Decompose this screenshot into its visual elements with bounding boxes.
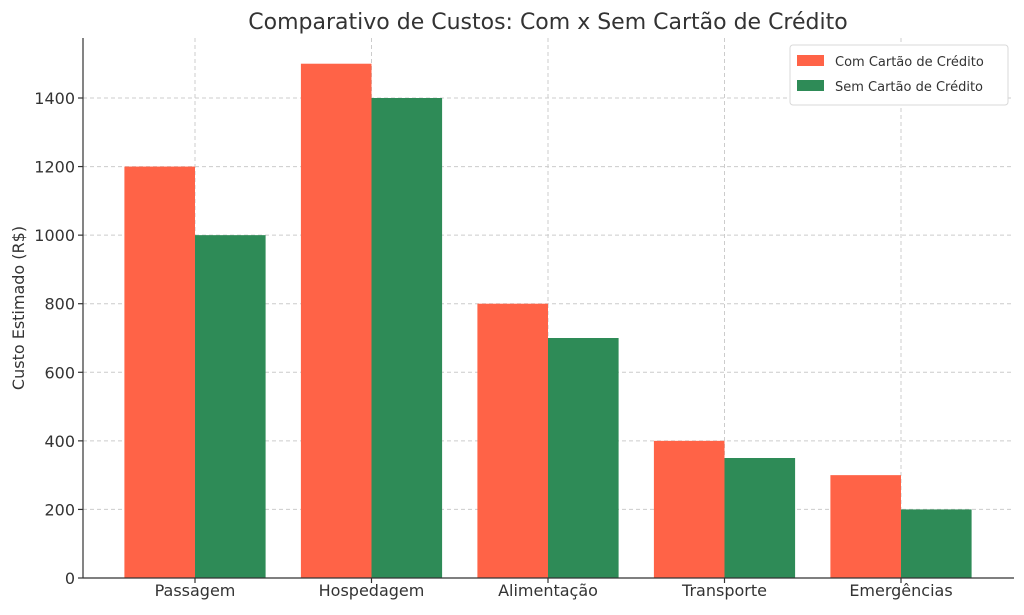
bar <box>124 166 195 579</box>
bar <box>724 458 796 578</box>
y-tick-label: 200 <box>44 500 75 519</box>
bar <box>901 509 972 578</box>
x-tick-label: Passagem <box>155 581 236 600</box>
bar <box>653 440 725 578</box>
legend: Com Cartão de Crédito Sem Cartão de Crédi… <box>789 44 1009 106</box>
bars <box>124 63 972 579</box>
bar <box>548 338 619 578</box>
bar <box>830 475 901 578</box>
bar <box>300 63 372 578</box>
x-tick-label: Emergências <box>849 581 952 600</box>
bar <box>477 303 548 578</box>
x-tick-label: Hospedagem <box>319 581 425 600</box>
legend-frame <box>789 44 1009 106</box>
tick-labels: 0 200 400 600 800 1000 1200 1400 Passagem Hospeda… <box>34 89 952 600</box>
y-tick-label: 600 <box>44 363 75 382</box>
bar <box>195 235 266 578</box>
legend-label: Sem Cartão de Crédito <box>835 80 983 95</box>
y-tick-label: 1200 <box>34 158 75 177</box>
legend-swatch <box>797 80 824 91</box>
y-tick-label: 800 <box>44 295 75 314</box>
legend-label: Com Cartão de Crédito <box>835 55 984 70</box>
y-tick-label: 1400 <box>34 89 75 108</box>
legend-swatch <box>797 55 824 66</box>
y-tick-label: 0 <box>65 569 75 588</box>
x-tick-label: Transporte <box>681 581 767 600</box>
x-tick-label: Alimentação <box>498 581 598 600</box>
y-tick-label: 400 <box>44 432 75 451</box>
y-axis-title: Custo Estimado (R$) <box>9 226 28 390</box>
y-tick-label: 1000 <box>34 226 75 245</box>
bar <box>371 98 443 578</box>
chart-title: Comparativo de Custos: Com x Sem Cartão … <box>248 10 847 35</box>
